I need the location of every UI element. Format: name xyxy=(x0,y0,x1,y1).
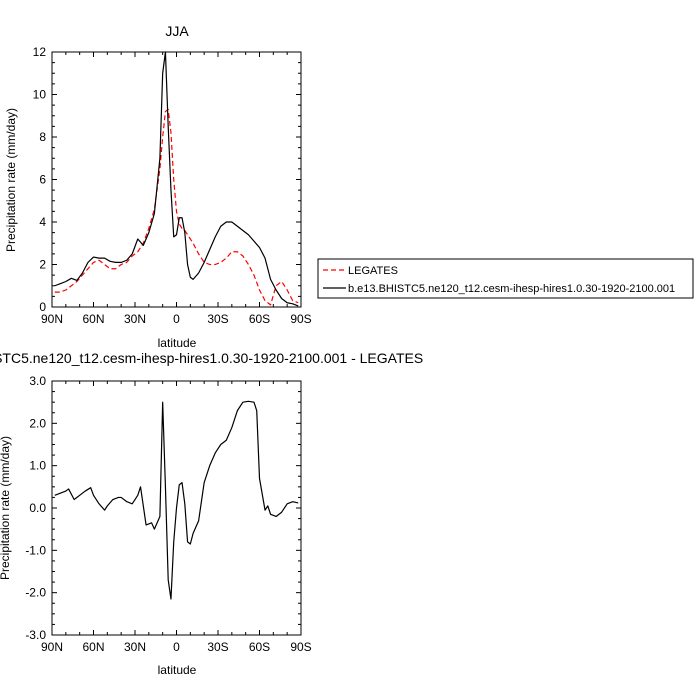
top-x-tick-label: 30N xyxy=(124,312,146,326)
bottom-panel: b.e13.BHISTC5.ne120_t12.cesm-ihesp-hires… xyxy=(0,350,423,677)
bottom-x-tick-label: 90S xyxy=(290,640,311,654)
top-plot-frame xyxy=(51,51,302,308)
bottom-y-tick-label: 1.0 xyxy=(29,459,46,473)
top-series-line-model xyxy=(54,51,299,307)
bottom-x-tick-label: 30N xyxy=(124,640,146,654)
bottom-x-axis: 90N 60N 30N 0 30S 60S 90S xyxy=(41,381,312,654)
top-y-tick-label: 8 xyxy=(39,130,46,144)
bottom-x-tick-label: 90N xyxy=(41,640,63,654)
legend-entry-model: b.e13.BHISTC5.ne120_t12.cesm-ihesp-hires… xyxy=(348,283,675,295)
bottom-x-tick-label: 60N xyxy=(82,640,104,654)
bottom-panel-title: b.e13.BHISTC5.ne120_t12.cesm-ihesp-hires… xyxy=(0,350,423,366)
bottom-y-axis: -3.0 -2.0 -1.0 0.0 1.0 2.0 3.0 xyxy=(25,374,301,642)
bottom-y-tick-label: -1.0 xyxy=(25,543,46,557)
legend-entry-legates: LEGATES xyxy=(348,265,398,277)
top-y-axis-label: Precipitation rate (mm/day) xyxy=(4,108,18,252)
bottom-y-tick-label: 0.0 xyxy=(29,501,46,515)
bottom-y-tick-label: -3.0 xyxy=(25,628,46,642)
legend-box xyxy=(317,258,694,299)
bottom-y-axis-label: Precipitation rate (mm/day) xyxy=(0,436,12,580)
top-y-tick-label: 2 xyxy=(39,258,46,272)
bottom-y-tick-label: 3.0 xyxy=(29,374,46,388)
top-series-line-legates xyxy=(54,108,299,306)
legend: LEGATES b.e13.BHISTC5.ne120_t12.cesm-ihe… xyxy=(317,258,694,299)
bottom-x-axis-label: latitude xyxy=(158,663,197,677)
top-y-axis: 0 2 4 6 8 10 12 xyxy=(33,45,301,314)
top-x-axis: 90N 60N 30N 0 30S 60S 90S xyxy=(41,52,312,326)
top-y-tick-label: 4 xyxy=(39,215,46,229)
top-x-tick-label: 30S xyxy=(207,312,228,326)
top-x-axis-label: latitude xyxy=(158,336,197,350)
top-panel-title: JJA xyxy=(165,23,189,39)
top-series-layer xyxy=(54,51,299,307)
bottom-y-tick-label: -2.0 xyxy=(25,586,46,600)
top-y-tick-label: 12 xyxy=(33,45,47,59)
top-x-tick-label: 90N xyxy=(41,312,63,326)
bottom-series-line-difference xyxy=(54,400,299,600)
bottom-x-tick-label: 30S xyxy=(207,640,228,654)
top-x-tick-label: 60N xyxy=(82,312,104,326)
top-y-tick-label: 6 xyxy=(39,173,46,187)
bottom-x-tick-label: 60S xyxy=(249,640,270,654)
top-x-tick-label: 60S xyxy=(249,312,270,326)
bottom-x-tick-label: 0 xyxy=(173,640,180,654)
top-x-tick-label: 0 xyxy=(173,312,180,326)
top-y-tick-label: 10 xyxy=(33,88,47,102)
bottom-series-layer xyxy=(54,400,299,600)
bottom-y-tick-label: 2.0 xyxy=(29,416,46,430)
top-x-tick-label: 90S xyxy=(290,312,311,326)
top-y-tick-label: 0 xyxy=(39,300,46,314)
top-panel: JJA 90N 60N 30N 0 30S 60S 90S 0 2 4 6 8 10 12 latitu… xyxy=(4,23,312,350)
